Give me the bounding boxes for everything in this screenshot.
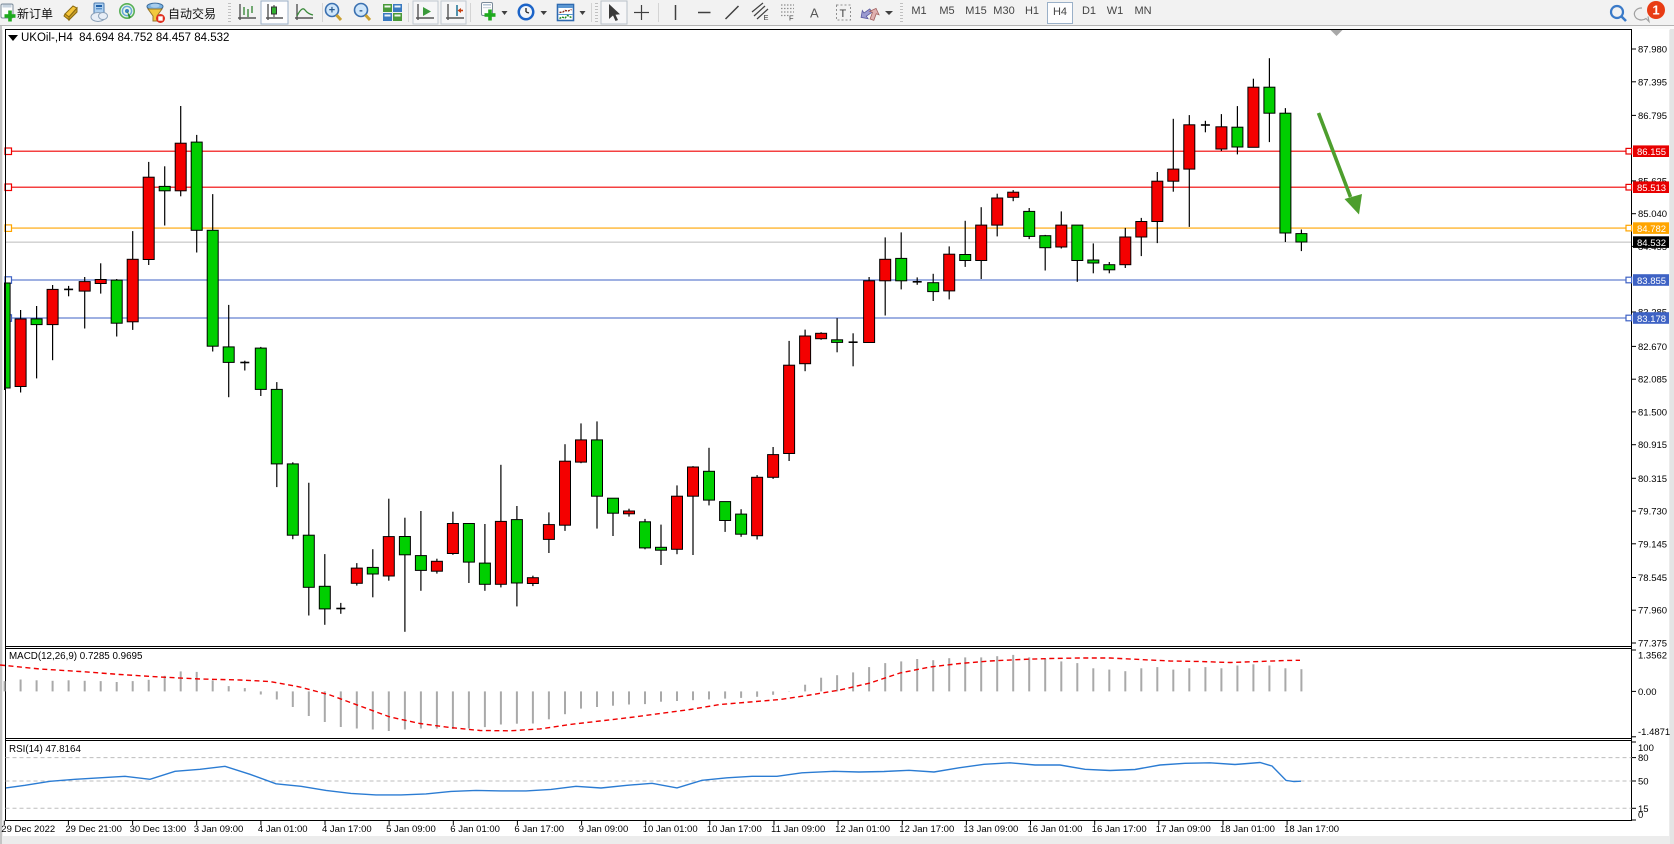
- svg-text:6 Jan 01:00: 6 Jan 01:00: [450, 824, 500, 835]
- svg-text:MACD(12,26,9) 0.7285 0.9695: MACD(12,26,9) 0.7285 0.9695: [9, 651, 143, 662]
- svg-text:77.960: 77.960: [1638, 606, 1667, 617]
- svg-text:82.085: 82.085: [1638, 375, 1667, 386]
- svg-text:18 Jan 01:00: 18 Jan 01:00: [1220, 824, 1275, 835]
- svg-text:86.795: 86.795: [1638, 111, 1667, 122]
- svg-text:9 Jan 09:00: 9 Jan 09:00: [579, 824, 629, 835]
- svg-text:80: 80: [1638, 753, 1649, 764]
- svg-text:85.040: 85.040: [1638, 209, 1667, 220]
- svg-text:4 Jan 17:00: 4 Jan 17:00: [322, 824, 372, 835]
- svg-text:85.513: 85.513: [1637, 183, 1666, 194]
- svg-text:83.855: 83.855: [1637, 276, 1666, 287]
- svg-text:18 Jan 17:00: 18 Jan 17:00: [1284, 824, 1339, 835]
- svg-text:5 Jan 09:00: 5 Jan 09:00: [386, 824, 436, 835]
- svg-text:78.545: 78.545: [1638, 573, 1667, 584]
- svg-text:80.315: 80.315: [1638, 474, 1667, 485]
- svg-text:1.3562: 1.3562: [1638, 650, 1667, 661]
- svg-text:77.375: 77.375: [1638, 639, 1667, 650]
- svg-text:-: -: [359, 5, 363, 17]
- svg-text:81.500: 81.500: [1638, 407, 1667, 418]
- svg-text:1: 1: [1652, 3, 1659, 18]
- svg-text:A: A: [810, 6, 819, 21]
- svg-text:-1.4871: -1.4871: [1638, 727, 1670, 738]
- svg-text:79.730: 79.730: [1638, 507, 1667, 518]
- svg-text:12 Jan 17:00: 12 Jan 17:00: [899, 824, 954, 835]
- svg-text:84.782: 84.782: [1637, 224, 1666, 235]
- svg-text:UKOil-,H4 84.694 84.752 84.45: UKOil-,H4 84.694 84.752 84.457 84.532: [21, 32, 229, 44]
- svg-text:83.178: 83.178: [1637, 314, 1666, 325]
- svg-text:87.980: 87.980: [1638, 45, 1667, 56]
- svg-text:87.395: 87.395: [1638, 77, 1667, 88]
- svg-text:3 Jan 09:00: 3 Jan 09:00: [194, 824, 244, 835]
- svg-text:16 Jan 17:00: 16 Jan 17:00: [1092, 824, 1147, 835]
- svg-text:17 Jan 09:00: 17 Jan 09:00: [1156, 824, 1211, 835]
- svg-text:15: 15: [1638, 804, 1649, 815]
- svg-text:6 Jan 17:00: 6 Jan 17:00: [514, 824, 564, 835]
- svg-text:82.670: 82.670: [1638, 342, 1667, 353]
- svg-text:12 Jan 01:00: 12 Jan 01:00: [835, 824, 890, 835]
- svg-text:13 Jan 09:00: 13 Jan 09:00: [963, 824, 1018, 835]
- svg-text:0.00: 0.00: [1638, 687, 1657, 698]
- svg-text:86.155: 86.155: [1637, 147, 1666, 158]
- svg-text:29 Dec 2022: 29 Dec 2022: [1, 824, 55, 835]
- svg-text:+: +: [329, 5, 335, 17]
- svg-text:11 Jan 09:00: 11 Jan 09:00: [771, 824, 825, 835]
- svg-text:84.532: 84.532: [1637, 238, 1666, 249]
- svg-text:50: 50: [1638, 777, 1649, 788]
- svg-text:4 Jan 01:00: 4 Jan 01:00: [258, 824, 308, 835]
- svg-text:30 Dec 13:00: 30 Dec 13:00: [130, 824, 187, 835]
- svg-text:10 Jan 17:00: 10 Jan 17:00: [707, 824, 762, 835]
- svg-text:16 Jan 01:00: 16 Jan 01:00: [1028, 824, 1083, 835]
- svg-text:0: 0: [1638, 810, 1643, 821]
- svg-text:T: T: [840, 8, 847, 20]
- svg-text:29 Dec 21:00: 29 Dec 21:00: [65, 824, 122, 835]
- svg-text:10 Jan 01:00: 10 Jan 01:00: [643, 824, 698, 835]
- svg-text:100: 100: [1638, 743, 1654, 754]
- svg-text:F: F: [789, 14, 794, 23]
- svg-text:RSI(14) 47.8164: RSI(14) 47.8164: [9, 744, 81, 755]
- svg-text:E: E: [764, 13, 769, 22]
- svg-text:79.145: 79.145: [1638, 539, 1667, 550]
- svg-text:80.915: 80.915: [1638, 440, 1667, 451]
